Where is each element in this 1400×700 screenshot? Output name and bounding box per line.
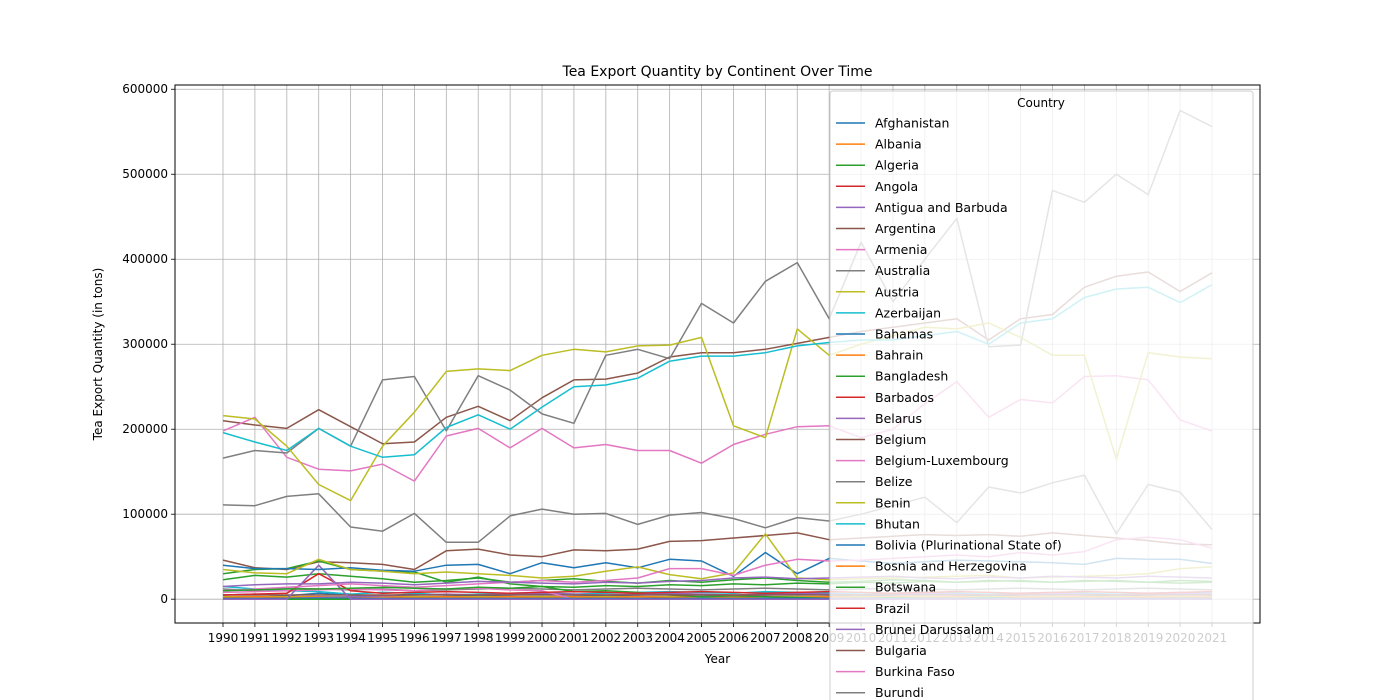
x-tick-label: 1996 bbox=[399, 631, 430, 645]
legend-label: Austria bbox=[875, 284, 919, 299]
x-tick-label: 1995 bbox=[367, 631, 398, 645]
legend-box bbox=[829, 90, 1254, 700]
legend-item: Belize bbox=[836, 474, 913, 489]
legend-item: Australia bbox=[836, 263, 930, 278]
legend-item: Burkina Faso bbox=[836, 664, 955, 679]
legend-title: Country bbox=[1017, 96, 1065, 110]
x-tick-label: 2002 bbox=[591, 631, 622, 645]
legend-label: Angola bbox=[875, 179, 918, 194]
legend-label: Azerbaijan bbox=[875, 305, 941, 320]
legend-items: Afghanistan Albania Algeria Angola Antigua a… bbox=[836, 116, 1062, 700]
legend-item: Bangladesh bbox=[836, 369, 948, 384]
y-tick-label: 0 bbox=[160, 592, 168, 606]
legend-item: Belgium-Luxembourg bbox=[836, 453, 1009, 468]
legend-item: Albania bbox=[836, 137, 922, 152]
legend-item: Bulgaria bbox=[836, 643, 927, 658]
legend-item: Antigua and Barbuda bbox=[836, 200, 1008, 215]
legend-item: Afghanistan bbox=[836, 116, 949, 131]
legend-label: Burundi bbox=[875, 685, 924, 700]
legend-label: Antigua and Barbuda bbox=[875, 200, 1008, 215]
legend-item: Barbados bbox=[836, 390, 934, 405]
legend-item: Brunei Darussalam bbox=[836, 622, 994, 637]
x-tick-label: 1990 bbox=[208, 631, 239, 645]
legend-item: Bahrain bbox=[836, 348, 923, 363]
y-tick-label: 600000 bbox=[122, 82, 168, 96]
y-tick-label: 500000 bbox=[122, 167, 168, 181]
legend-label: Algeria bbox=[875, 158, 919, 173]
legend-label: Belgium-Luxembourg bbox=[875, 453, 1009, 468]
x-tick-label: 1991 bbox=[240, 631, 271, 645]
x-tick-label: 2001 bbox=[559, 631, 590, 645]
x-tick-label: 2004 bbox=[654, 631, 685, 645]
legend-item: Bosnia and Herzegovina bbox=[836, 559, 1027, 574]
legend-item: Burundi bbox=[836, 685, 924, 700]
legend-item: Angola bbox=[836, 179, 918, 194]
legend-label: Botswana bbox=[875, 580, 936, 595]
legend-item: Belarus bbox=[836, 411, 922, 426]
plot-frame bbox=[174, 84, 1261, 624]
legend-label: Brazil bbox=[875, 601, 910, 616]
legend-label: Bahamas bbox=[875, 327, 933, 342]
legend-item: Algeria bbox=[836, 158, 919, 173]
legend-item: Botswana bbox=[836, 580, 936, 595]
legend-label: Benin bbox=[875, 495, 911, 510]
legend-label: Bhutan bbox=[875, 516, 920, 531]
legend-label: Bolivia (Plurinational State of) bbox=[875, 538, 1062, 553]
x-tick-label: 2000 bbox=[527, 631, 558, 645]
x-tick-label: 2003 bbox=[622, 631, 653, 645]
y-tick-label: 200000 bbox=[122, 422, 168, 436]
x-tick-label: 1994 bbox=[335, 631, 366, 645]
legend-label: Bahrain bbox=[875, 348, 923, 363]
x-tick-label: 1998 bbox=[463, 631, 494, 645]
x-tick-label: 2008 bbox=[782, 631, 813, 645]
x-tick-label: 2005 bbox=[686, 631, 717, 645]
x-tick-label: 1993 bbox=[303, 631, 334, 645]
y-axis-ticks: 0 100000 200000 300000 400000 500000 600000 bbox=[122, 82, 175, 606]
legend-item: Bolivia (Plurinational State of) bbox=[836, 538, 1062, 553]
legend-label: Bulgaria bbox=[875, 643, 927, 658]
legend-label: Belize bbox=[875, 474, 913, 489]
y-tick-label: 300000 bbox=[122, 337, 168, 351]
legend-item: Benin bbox=[836, 495, 911, 510]
y-axis-label: Tea Export Quantity (in tons) bbox=[91, 268, 105, 442]
legend-label: Australia bbox=[875, 263, 930, 278]
x-tick-label: 1992 bbox=[272, 631, 303, 645]
legend-label: Brunei Darussalam bbox=[875, 622, 994, 637]
legend-label: Belgium bbox=[875, 432, 926, 447]
x-tick-label: 1999 bbox=[495, 631, 526, 645]
legend-label: Bangladesh bbox=[875, 369, 948, 384]
y-tick-label: 100000 bbox=[122, 507, 168, 521]
legend-label: Albania bbox=[875, 137, 922, 152]
legend-label: Belarus bbox=[875, 411, 922, 426]
legend: Country AfghanistanAlbaniaAlgeriaAngolaA… bbox=[829, 90, 1254, 700]
legend-item: Brazil bbox=[836, 601, 910, 616]
chart-title: Tea Export Quantity by Continent Over Ti… bbox=[562, 64, 873, 80]
legend-item: Bhutan bbox=[836, 516, 920, 531]
x-tick-label: 2006 bbox=[718, 631, 749, 645]
x-tick-label: 2007 bbox=[750, 631, 781, 645]
legend-label: Burkina Faso bbox=[875, 664, 955, 679]
legend-item: Belgium bbox=[836, 432, 926, 447]
x-axis-label: Year bbox=[704, 652, 730, 666]
legend-label: Bosnia and Herzegovina bbox=[875, 559, 1027, 574]
legend-label: Afghanistan bbox=[875, 116, 949, 131]
legend-label: Argentina bbox=[875, 221, 936, 236]
y-tick-label: 400000 bbox=[122, 252, 168, 266]
legend-label: Armenia bbox=[875, 242, 927, 257]
legend-item: Azerbaijan bbox=[836, 305, 941, 320]
legend-item: Austria bbox=[836, 284, 919, 299]
legend-item: Armenia bbox=[836, 242, 927, 257]
legend-item: Argentina bbox=[836, 221, 936, 236]
legend-label: Barbados bbox=[875, 390, 934, 405]
legend-item: Bahamas bbox=[836, 327, 933, 342]
x-tick-label: 1997 bbox=[431, 631, 462, 645]
